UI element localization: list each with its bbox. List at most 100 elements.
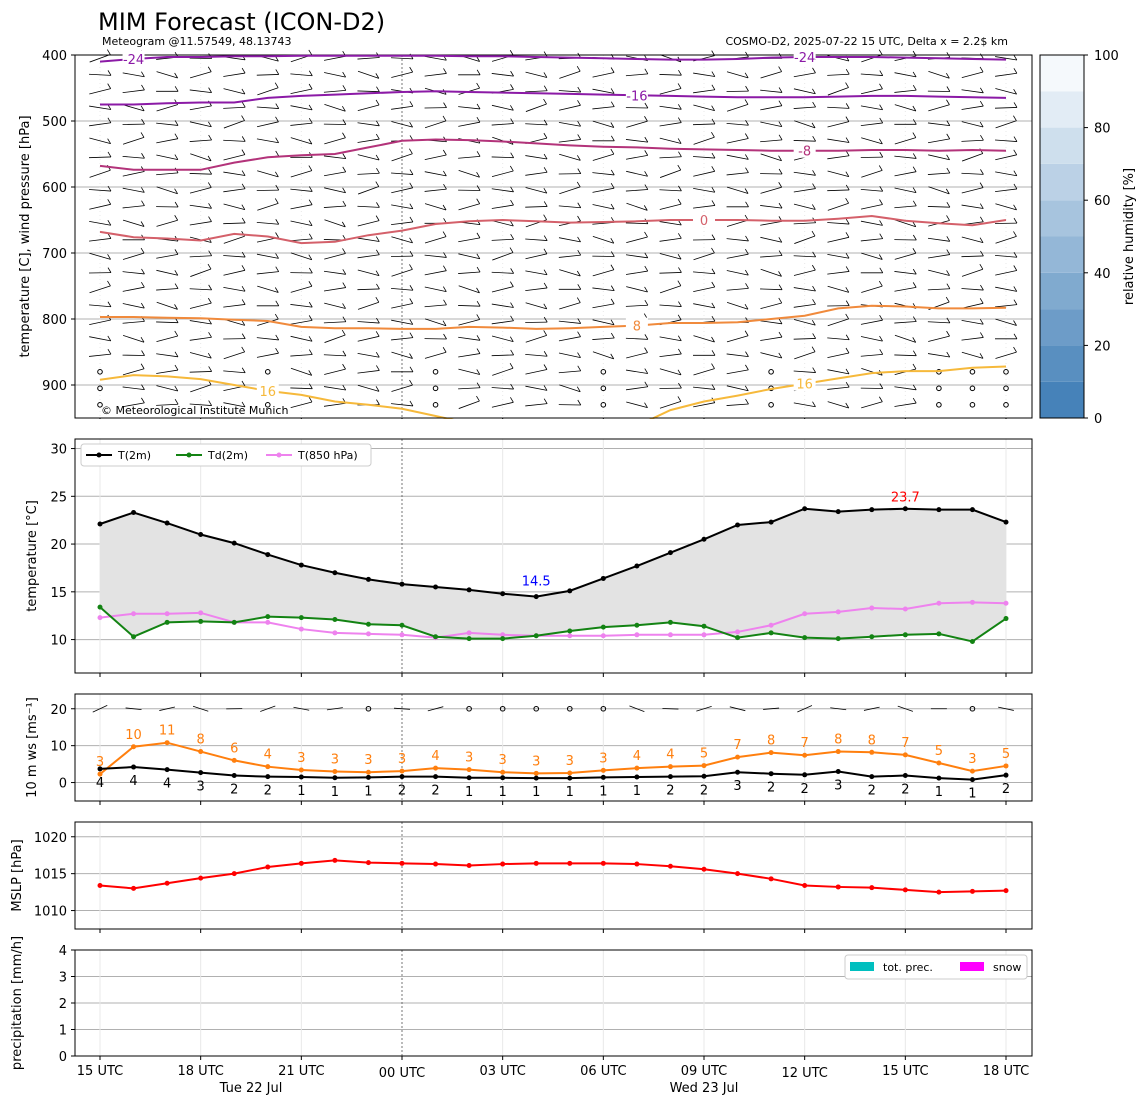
series-point bbox=[634, 765, 640, 771]
wind-barb bbox=[189, 288, 212, 291]
wind-barb bbox=[324, 302, 346, 309]
data-label: 3 bbox=[733, 779, 741, 794]
legend: T(2m) Td(2m) T(850 hPa) bbox=[80, 443, 372, 467]
wind-barb bbox=[125, 707, 142, 710]
wind-barb bbox=[391, 221, 413, 226]
data-label: 3 bbox=[532, 754, 540, 769]
wind-barb-flag bbox=[409, 400, 414, 407]
wind-barb-flag bbox=[677, 198, 682, 205]
wind-barb bbox=[223, 304, 246, 308]
mslp-point bbox=[198, 875, 204, 881]
wind-barb-flag bbox=[442, 231, 447, 237]
panel-frame bbox=[74, 438, 1033, 674]
data-label: 4 bbox=[666, 748, 674, 763]
wind-barb-flag bbox=[643, 205, 648, 211]
wind-barb bbox=[390, 172, 414, 175]
y-tick-label: 20 bbox=[50, 538, 67, 553]
wind-barb-flag bbox=[744, 303, 749, 310]
wind-barb bbox=[863, 706, 880, 711]
series-point bbox=[902, 606, 908, 612]
series-point bbox=[667, 632, 673, 638]
data-label: 5 bbox=[700, 747, 708, 762]
wind-barb bbox=[189, 403, 212, 406]
wind-barb-flag bbox=[1013, 346, 1017, 353]
wind-barb-flag bbox=[241, 115, 245, 121]
wind-barb bbox=[894, 402, 917, 407]
wind-barb bbox=[793, 203, 816, 210]
wind-barb-flag bbox=[778, 284, 783, 290]
wind-barb bbox=[323, 171, 346, 177]
wind-barb-flag bbox=[644, 136, 649, 143]
legend-label: tot. prec. bbox=[883, 961, 933, 974]
wind-barb-flag bbox=[141, 84, 145, 91]
wind-barb-flag bbox=[442, 320, 447, 326]
wind-barb-flag bbox=[644, 300, 649, 306]
wind-barb-flag bbox=[912, 337, 917, 343]
wind-barb bbox=[861, 285, 883, 293]
wind-barb bbox=[927, 138, 950, 144]
wind-barb bbox=[760, 236, 782, 243]
wind-barb-flag bbox=[375, 297, 380, 303]
wind-barb bbox=[626, 352, 648, 359]
series-point bbox=[533, 594, 539, 600]
wind-barb bbox=[156, 403, 179, 406]
wind-barb bbox=[290, 105, 313, 111]
wind-barb bbox=[894, 171, 917, 177]
wind-barb bbox=[391, 351, 413, 359]
wind-barb-flag bbox=[476, 171, 480, 178]
wind-barb bbox=[726, 287, 749, 291]
mslp-point bbox=[936, 889, 942, 895]
wind-barb-flag bbox=[409, 285, 414, 291]
series-line-mean bbox=[99, 766, 1007, 781]
wind-barb-flag bbox=[1013, 299, 1018, 305]
wind-barb-flag bbox=[744, 133, 749, 139]
mslp-line bbox=[99, 859, 1007, 894]
wind-barb-flag bbox=[510, 315, 514, 321]
wind-barb bbox=[592, 172, 615, 176]
series-point bbox=[634, 632, 640, 638]
calm-marker bbox=[768, 402, 774, 408]
series-point bbox=[567, 628, 573, 634]
series-point bbox=[164, 619, 170, 625]
legend-box bbox=[80, 443, 372, 467]
wind-barb-flag bbox=[275, 69, 280, 75]
wind-barb-flag bbox=[543, 351, 548, 357]
wind-barb-flag bbox=[1013, 265, 1018, 271]
wind-barb bbox=[424, 55, 447, 61]
wind-barb bbox=[827, 369, 850, 375]
wind-barb-flag bbox=[811, 204, 816, 210]
x-tick-label: 09 UTC bbox=[681, 1064, 727, 1079]
wind-barb bbox=[458, 368, 480, 375]
colorbar-tick-label: 0 bbox=[1094, 412, 1102, 427]
wind-barb-flag bbox=[879, 220, 883, 226]
wind-barb bbox=[491, 401, 514, 408]
wind-barb bbox=[223, 154, 245, 161]
wind-barb-flag bbox=[342, 166, 347, 173]
series-point bbox=[433, 634, 439, 640]
mslp-point bbox=[332, 857, 338, 863]
wind-barb-flag bbox=[912, 187, 917, 193]
humidity-colorbar: 0 20 40 60 80 100 relative humidity [%] bbox=[1039, 49, 1137, 427]
series-point bbox=[198, 618, 204, 624]
wind-barb-flag bbox=[342, 132, 346, 138]
wind-barb bbox=[156, 301, 178, 310]
wind-barb-flag bbox=[577, 399, 582, 406]
wind-barb bbox=[559, 153, 581, 161]
y-tick-label: 600 bbox=[42, 181, 67, 196]
wind-barb bbox=[827, 352, 850, 358]
wind-barb-flag bbox=[644, 116, 648, 122]
wind-barb bbox=[961, 153, 983, 162]
y-tick-label: 1015 bbox=[34, 868, 67, 883]
legend-swatch bbox=[850, 962, 874, 971]
wind-barb bbox=[659, 353, 682, 358]
series-point bbox=[332, 775, 338, 781]
wind-barb bbox=[659, 74, 682, 76]
wind-barb-flag bbox=[543, 269, 548, 275]
wind-barb bbox=[156, 353, 179, 358]
wind-barb-flag bbox=[308, 301, 313, 308]
wind-barb bbox=[391, 204, 413, 210]
wind-barb-flag bbox=[476, 82, 480, 89]
wind-barb-flag bbox=[476, 395, 480, 402]
wind-barb bbox=[558, 254, 581, 258]
wind-barb-flag bbox=[980, 135, 984, 141]
